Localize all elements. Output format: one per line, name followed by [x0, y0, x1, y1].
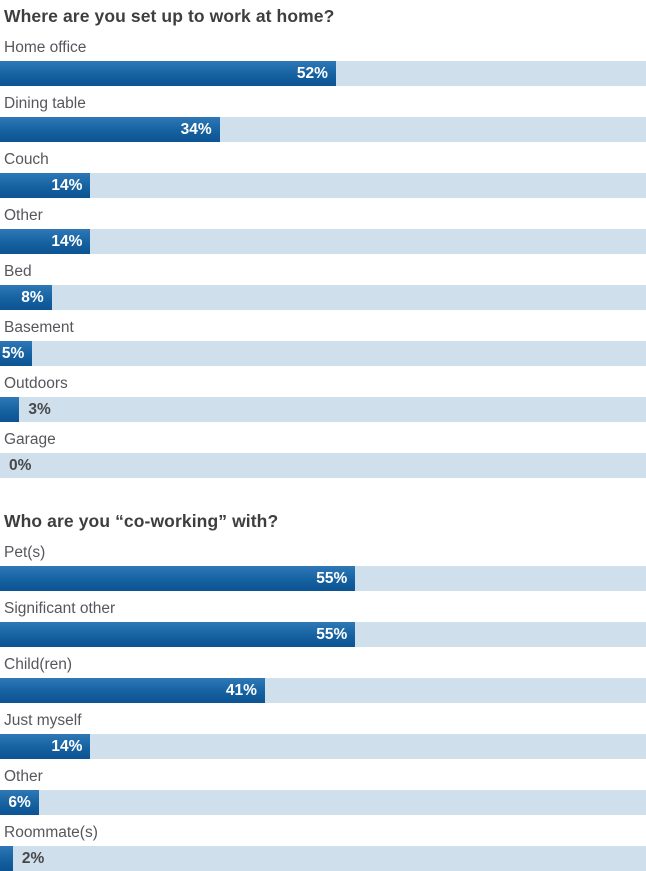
bar-row: Roommate(s) 2%	[0, 823, 646, 871]
bar-row: Basement 5%	[0, 318, 646, 366]
bar-value: 55%	[316, 626, 348, 643]
bar-row: Just myself 14%	[0, 711, 646, 759]
bar-row: Other 6%	[0, 767, 646, 815]
bar-rows: Home office 52% Dining table 34% Couch 14% Oth…	[0, 38, 646, 478]
bar-row: Couch 14%	[0, 150, 646, 198]
bar-track: 3%	[0, 397, 646, 422]
bar-fill: 14%	[0, 734, 91, 759]
bar-value: 34%	[180, 121, 212, 138]
bar-fill: 34%	[0, 117, 220, 142]
bar-value: 0%	[9, 457, 32, 474]
bar-row: Significant other 55%	[0, 599, 646, 647]
chart-work-location: Where are you set up to work at home? Ho…	[0, 5, 646, 478]
bar-fill: 8%	[0, 285, 52, 310]
bar-fill: 41%	[0, 678, 265, 703]
bar-track: 55%	[0, 622, 646, 647]
bar-track: 14%	[0, 734, 646, 759]
bar-value: 14%	[51, 177, 83, 194]
chart-title: Who are you “co-working” with?	[4, 511, 279, 531]
bar-category-label: Outdoors	[4, 375, 68, 392]
bar-fill: 14%	[0, 173, 91, 198]
bar-value: 14%	[51, 738, 83, 755]
bar-fill: 14%	[0, 229, 91, 254]
bar-fill: 55%	[0, 622, 356, 647]
bar-value: 55%	[316, 570, 348, 587]
bar-category-label: Basement	[4, 319, 74, 336]
bar-value: 8%	[21, 289, 44, 306]
bar-category-label: Other	[4, 768, 43, 785]
bar-category-label: Dining table	[4, 95, 86, 112]
bar-fill	[0, 846, 13, 871]
bar-track: 34%	[0, 117, 646, 142]
bar-track: 41%	[0, 678, 646, 703]
chart-coworking-company: Who are you “co-working” with? Pet(s) 55%…	[0, 510, 646, 871]
bar-category-label: Other	[4, 207, 43, 224]
bar-value: 3%	[28, 401, 51, 418]
bar-track: 8%	[0, 285, 646, 310]
bar-fill: 55%	[0, 566, 356, 591]
bar-track: 52%	[0, 61, 646, 86]
bar-value: 41%	[225, 682, 257, 699]
bar-track: 6%	[0, 790, 646, 815]
bar-row: Outdoors 3%	[0, 374, 646, 422]
bar-category-label: Garage	[4, 431, 56, 448]
bar-row: Pet(s) 55%	[0, 543, 646, 591]
bar-track: 14%	[0, 229, 646, 254]
bar-rows: Pet(s) 55% Significant other 55% Child(ren) 4…	[0, 543, 646, 871]
bar-track: 14%	[0, 173, 646, 198]
bar-value: 6%	[8, 794, 31, 811]
bar-row: Dining table 34%	[0, 94, 646, 142]
bar-value: 2%	[21, 850, 45, 867]
bar-fill: 52%	[0, 61, 336, 86]
bar-row: Other 14%	[0, 206, 646, 254]
bar-category-label: Roommate(s)	[4, 824, 98, 841]
bar-row: Home office 52%	[0, 38, 646, 86]
bar-category-label: Couch	[4, 151, 49, 168]
bar-track: 0%	[0, 453, 646, 478]
bar-track: 5%	[0, 341, 646, 366]
bar-fill: 6%	[0, 790, 39, 815]
bar-track: 2%	[0, 846, 646, 871]
bar-fill	[0, 397, 20, 422]
bar-category-label: Significant other	[4, 600, 116, 617]
bar-row: Bed 8%	[0, 262, 646, 310]
bar-category-label: Child(ren)	[4, 656, 73, 673]
chart-title: Where are you set up to work at home?	[4, 6, 335, 26]
bar-value: 5%	[1, 345, 25, 362]
bar-category-label: Bed	[4, 263, 32, 280]
bar-category-label: Pet(s)	[4, 544, 46, 561]
bar-row: Garage 0%	[0, 430, 646, 478]
bar-track: 55%	[0, 566, 646, 591]
bar-category-label: Home office	[4, 39, 87, 56]
bar-row: Child(ren) 41%	[0, 655, 646, 703]
bar-category-label: Just myself	[4, 712, 82, 729]
bar-fill: 5%	[0, 341, 33, 366]
bar-value: 52%	[296, 65, 328, 82]
bar-value: 14%	[51, 233, 83, 250]
